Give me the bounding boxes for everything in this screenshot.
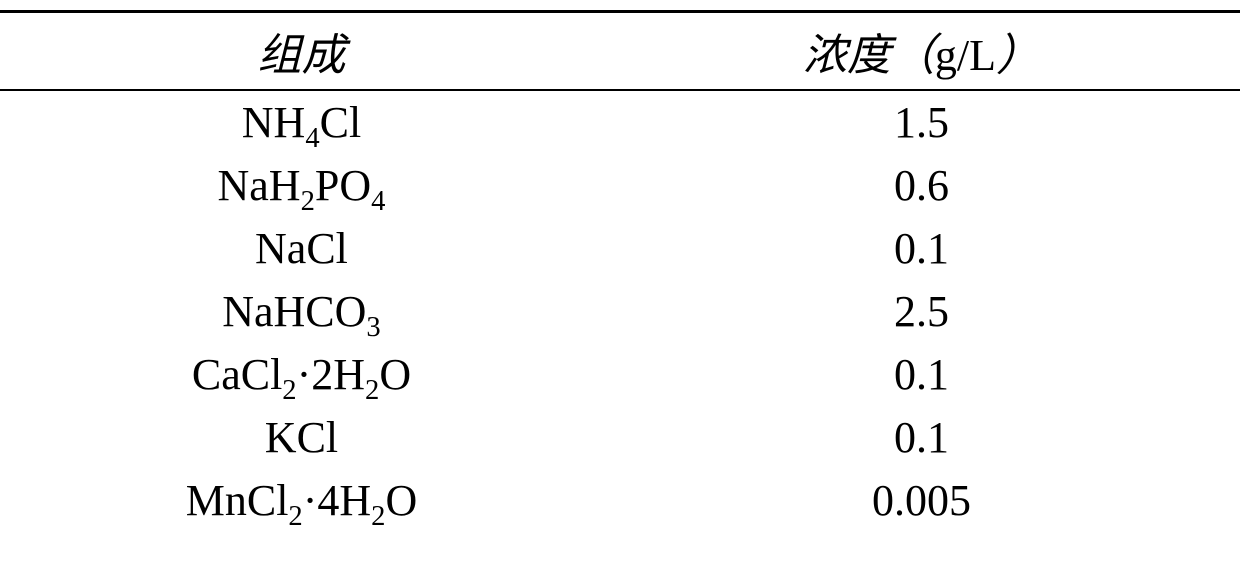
- concentration-cell: 0.005: [603, 469, 1240, 532]
- concentration-cell: 1.5: [603, 90, 1240, 154]
- compound-cell: NaHCO3: [0, 280, 603, 343]
- concentration-cell: 0.1: [603, 406, 1240, 469]
- compound-cell: NaH2PO4: [0, 154, 603, 217]
- compound-cell: CaCl2·2H2O: [0, 343, 603, 406]
- compound-cell: MnCl2·4H2O: [0, 469, 603, 532]
- table-row: MnCl2·4H2O 0.005: [0, 469, 1240, 532]
- table-row: CaCl2·2H2O 0.1: [0, 343, 1240, 406]
- table-row: KCl 0.1: [0, 406, 1240, 469]
- table-row: NaCl 0.1: [0, 217, 1240, 280]
- table-body: NH4Cl 1.5 NaH2PO4 0.6 NaCl 0.1 NaHCO3 2.…: [0, 90, 1240, 532]
- table-header-row: 组成 浓度（g/L）: [0, 12, 1240, 91]
- concentration-cell: 0.6: [603, 154, 1240, 217]
- header-composition: 组成: [0, 12, 603, 91]
- compound-cell: NH4Cl: [0, 90, 603, 154]
- concentration-cell: 0.1: [603, 343, 1240, 406]
- concentration-cell: 0.1: [603, 217, 1240, 280]
- composition-table: 组成 浓度（g/L） NH4Cl 1.5 NaH2PO4 0.6 NaCl 0.…: [0, 10, 1240, 532]
- compound-cell: KCl: [0, 406, 603, 469]
- header-concentration: 浓度（g/L）: [603, 12, 1240, 91]
- table-row: NH4Cl 1.5: [0, 90, 1240, 154]
- table-row: NaHCO3 2.5: [0, 280, 1240, 343]
- concentration-cell: 2.5: [603, 280, 1240, 343]
- compound-cell: NaCl: [0, 217, 603, 280]
- table-row: NaH2PO4 0.6: [0, 154, 1240, 217]
